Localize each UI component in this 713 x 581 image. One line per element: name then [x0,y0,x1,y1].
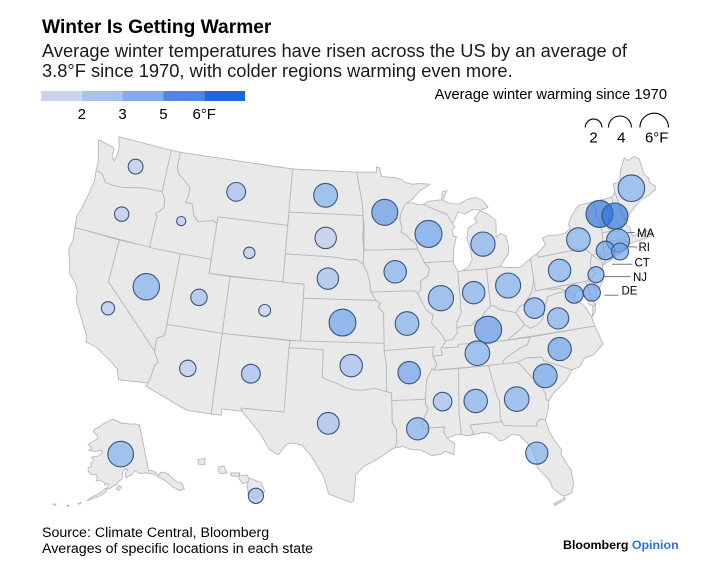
svg-text:CT: CT [635,258,650,270]
svg-text:4: 4 [617,130,625,147]
svg-text:6°F: 6°F [192,106,216,123]
svg-text:6°F: 6°F [645,130,669,147]
svg-text:DE: DE [622,286,638,298]
svg-text:MA: MA [637,228,655,240]
svg-text:NJ: NJ [633,272,647,284]
svg-text:RI: RI [639,242,651,254]
svg-text:2: 2 [78,106,86,123]
svg-text:5: 5 [159,106,167,123]
svg-text:3: 3 [118,106,126,123]
svg-text:2: 2 [589,130,597,147]
